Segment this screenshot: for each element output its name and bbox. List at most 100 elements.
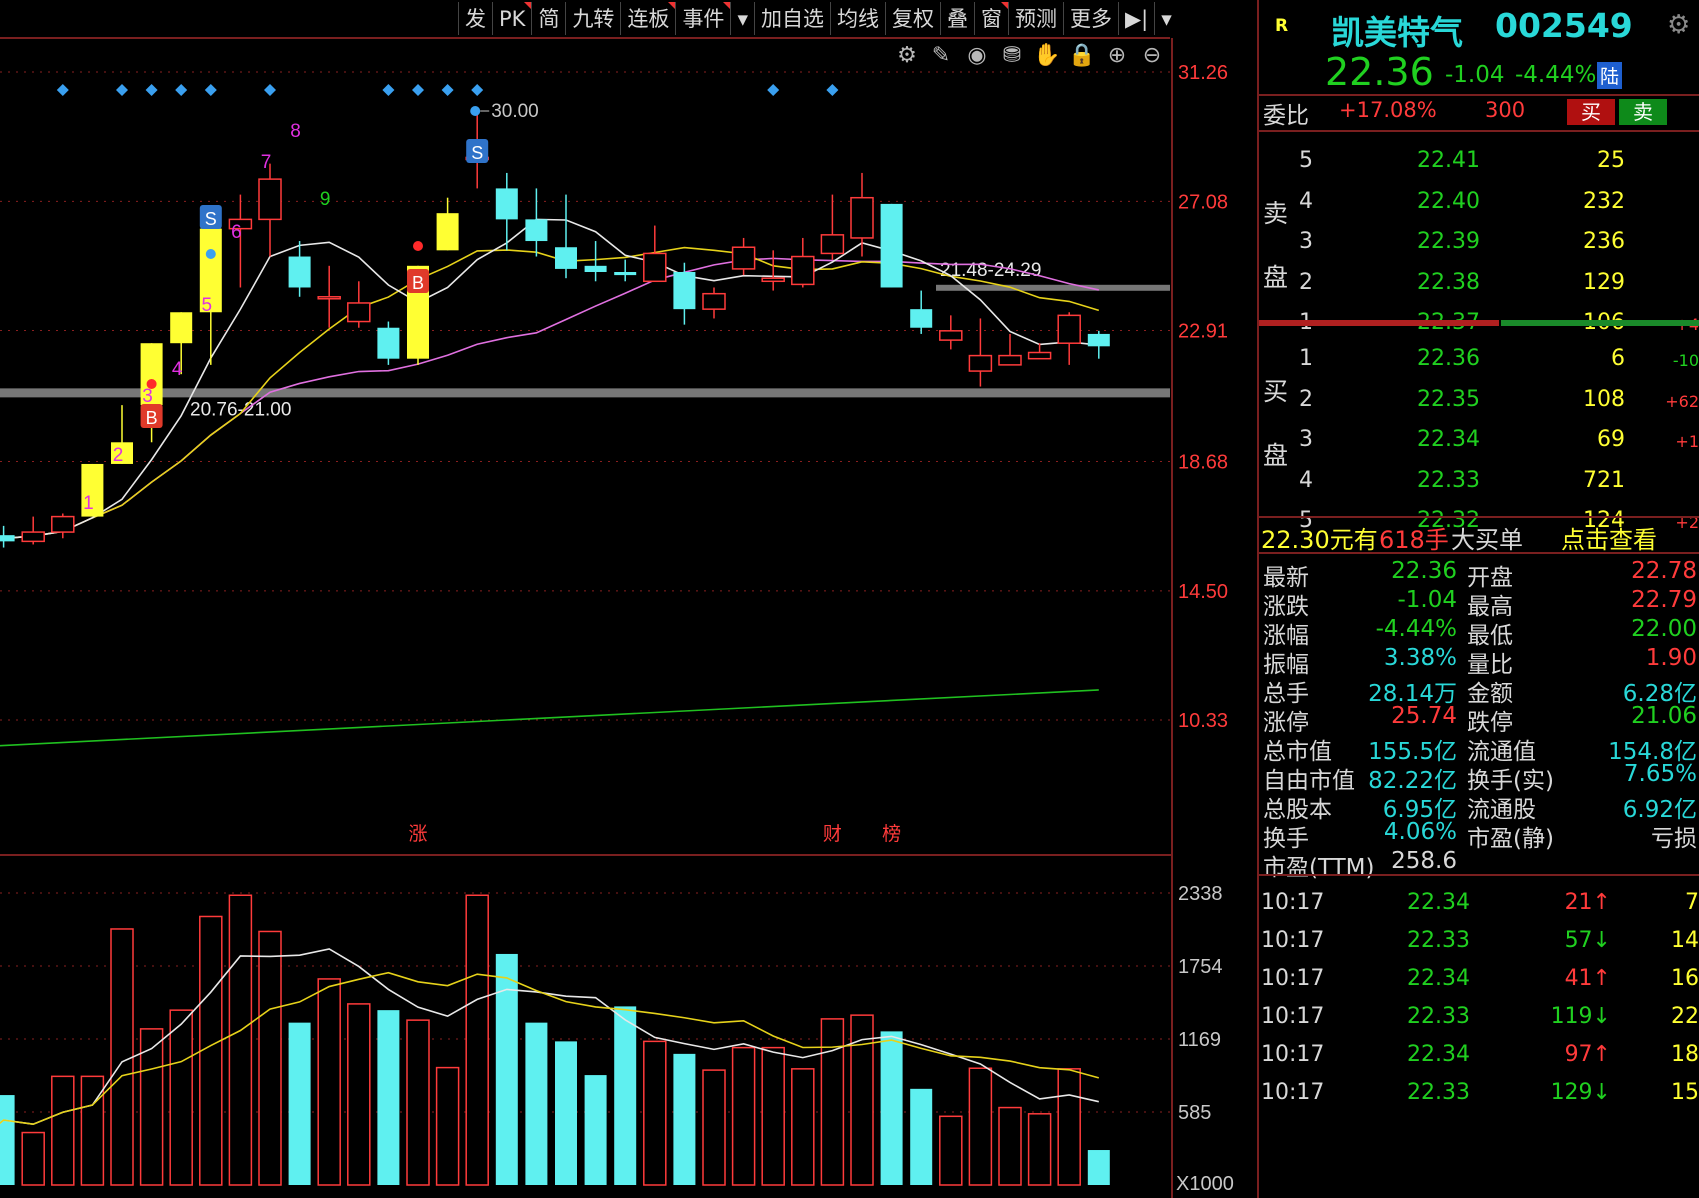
big-order-qty: 618手 (1379, 526, 1449, 554)
toolbar-item-11[interactable]: 窗 (973, 2, 1008, 35)
volume-bar (584, 1075, 607, 1185)
resistance-band (936, 284, 1170, 291)
stat-label: 量比 (1467, 652, 1513, 678)
ask-volume: 232 (1583, 188, 1625, 214)
kline-chart-svg[interactable]: 31.2627.0822.9118.6814.5010.332338175411… (0, 0, 1257, 1198)
big-order-row[interactable]: 22.30元有 618手 大买单 点击查看 (1259, 518, 1699, 554)
toolbar-item-0[interactable]: 发 (458, 2, 492, 35)
toolbar-item-14[interactable]: ▶| (1117, 2, 1154, 35)
ask-level: 2 (1299, 269, 1313, 295)
candle-body (111, 442, 133, 464)
ask-volume: 25 (1597, 148, 1625, 173)
toolbar-item-10[interactable]: 叠 (939, 2, 974, 35)
support-band (0, 388, 1170, 398)
tick-row: 10:17 22.34 97↑ 18 (1259, 1036, 1699, 1076)
tick-price: 22.34 (1407, 1042, 1470, 1067)
toolbar-item-3[interactable]: 九转 (565, 2, 620, 35)
candle-body (140, 343, 163, 406)
toolbar-item-8[interactable]: 均线 (829, 2, 885, 35)
ask-row[interactable]: 4 22.40 232 (1259, 183, 1699, 221)
toolbar-item-7[interactable]: 加自选 (753, 2, 830, 35)
toolbar-item-15[interactable]: ▾ (1154, 2, 1178, 35)
ma60-line (0, 689, 1099, 747)
buy-button[interactable]: 买 (1567, 99, 1615, 125)
stat-row: 最新 22.36 开盘 22.78 (1259, 556, 1699, 591)
view-detail-link[interactable]: 点击查看 (1561, 526, 1657, 554)
toolbar-item-4[interactable]: 连板 (620, 2, 676, 35)
candle-body (1057, 314, 1081, 344)
stat-value: 25.74 (1391, 703, 1457, 729)
stat-label: 金额 (1467, 681, 1513, 707)
stat-row: 涨幅 -4.44% 最低 22.00 (1259, 614, 1699, 649)
volume-ma5-line (0, 948, 1099, 1126)
stat-value: 4.06% (1383, 819, 1457, 845)
zoom-out-icon: ⊖ (1143, 42, 1161, 67)
quote-header: R 凯美特气 002549 ⚙ (1259, 4, 1699, 52)
candle-body (525, 219, 548, 242)
volume-bar (258, 930, 282, 1186)
candle-body (910, 309, 933, 328)
tick-price: 22.33 (1407, 1080, 1470, 1105)
stat-value: 154.8亿 (1608, 739, 1697, 765)
ask-side-label: 卖 盘 (1263, 182, 1288, 310)
weibi-value: +17.08% (1339, 98, 1437, 122)
buy-marker-text: B (146, 408, 158, 428)
toolbar-item-5[interactable]: 事件 (675, 2, 731, 35)
stat-row: 振幅 3.38% 量比 1.90 (1259, 643, 1699, 678)
volume-bar (555, 1041, 577, 1185)
candle-body (81, 463, 104, 517)
volume-bar (1057, 1068, 1081, 1186)
quote-panel: R 凯美特气 002549 ⚙ 22.36 -1.04 -4.44% 陆 委比 … (1257, 0, 1699, 1198)
volume-bar (80, 1075, 105, 1186)
ma20-line (0, 257, 1099, 540)
nine-turn-label: 9 (320, 189, 331, 210)
ask-row[interactable]: 3 22.39 236 (1259, 223, 1699, 261)
stat-row: 涨跌 -1.04 最高 22.79 (1259, 585, 1699, 620)
nine-turn-label: 1 (83, 493, 94, 514)
bid-row[interactable]: 1 22.36 6 -10 (1259, 340, 1699, 378)
stat-label: 最高 (1467, 594, 1513, 620)
toolbar-item-13[interactable]: 更多 (1062, 2, 1118, 35)
toolbar-item-2[interactable]: 简 (531, 2, 565, 35)
signal-diamond-icon (204, 84, 217, 96)
toolbar-item-9[interactable]: 复权 (884, 2, 940, 35)
volume-bar (1087, 1150, 1110, 1185)
volume-bar (998, 1106, 1022, 1186)
ask-row[interactable]: 2 22.38 129 (1259, 264, 1699, 302)
toolbar-item-1[interactable]: PK (492, 2, 532, 35)
price-axis-label: 22.91 (1178, 321, 1228, 343)
ask-row[interactable]: 5 22.41 25 (1259, 142, 1699, 180)
bid-row[interactable]: 4 22.33 721 (1259, 462, 1699, 500)
pen-icon: ✎ (932, 42, 950, 67)
toolbar-item-12[interactable]: 预测 (1007, 2, 1063, 35)
tick-volume: 119↓ (1550, 1004, 1611, 1029)
candle-body (347, 302, 371, 323)
stat-value: 3.38% (1383, 645, 1457, 671)
stat-label: 最低 (1467, 623, 1513, 649)
stat-row: 换手 4.06% 市盈(静) 亏损 (1259, 817, 1699, 852)
volume-axis-label: 2338 (1178, 883, 1223, 905)
weibi-row: 委比 +17.08% 300 买 卖 (1259, 96, 1699, 130)
bid-row[interactable]: 3 22.34 69 +1 (1259, 421, 1699, 459)
volume-bar (910, 1088, 933, 1185)
volume-bar (465, 894, 489, 1186)
candle-body (584, 265, 607, 273)
settings-icon: ⚙ (897, 42, 917, 67)
volume-axis-label: 1169 (1178, 1029, 1221, 1051)
settings-gear-icon[interactable]: ⚙ (1667, 10, 1691, 40)
stat-value: 亏损 (1651, 826, 1697, 852)
volume-bar (347, 1003, 371, 1186)
bid-change: +62 (1665, 391, 1699, 411)
stat-value: 22.36 (1391, 558, 1457, 584)
bid-row[interactable]: 2 22.35 108 +62 (1259, 381, 1699, 419)
candle-body (614, 272, 637, 276)
volume-bar (761, 1046, 785, 1186)
volume-bar (939, 1115, 963, 1186)
bid-row[interactable]: 5 22.32 124 +2 (1259, 502, 1699, 540)
signal-diamond-icon (826, 84, 839, 96)
sell-button[interactable]: 卖 (1619, 99, 1667, 125)
sell-marker-text: S (471, 143, 483, 163)
kline-chart-area[interactable]: 发 PK 简九转 连板 事件 ▾ 加自选 均线 复权叠窗预测 更多 ▶| ▾ 31.26 27.08 22… (0, 0, 1257, 1198)
toolbar-item-6[interactable]: ▾ (730, 2, 754, 35)
tick-count: 14 (1671, 928, 1699, 953)
